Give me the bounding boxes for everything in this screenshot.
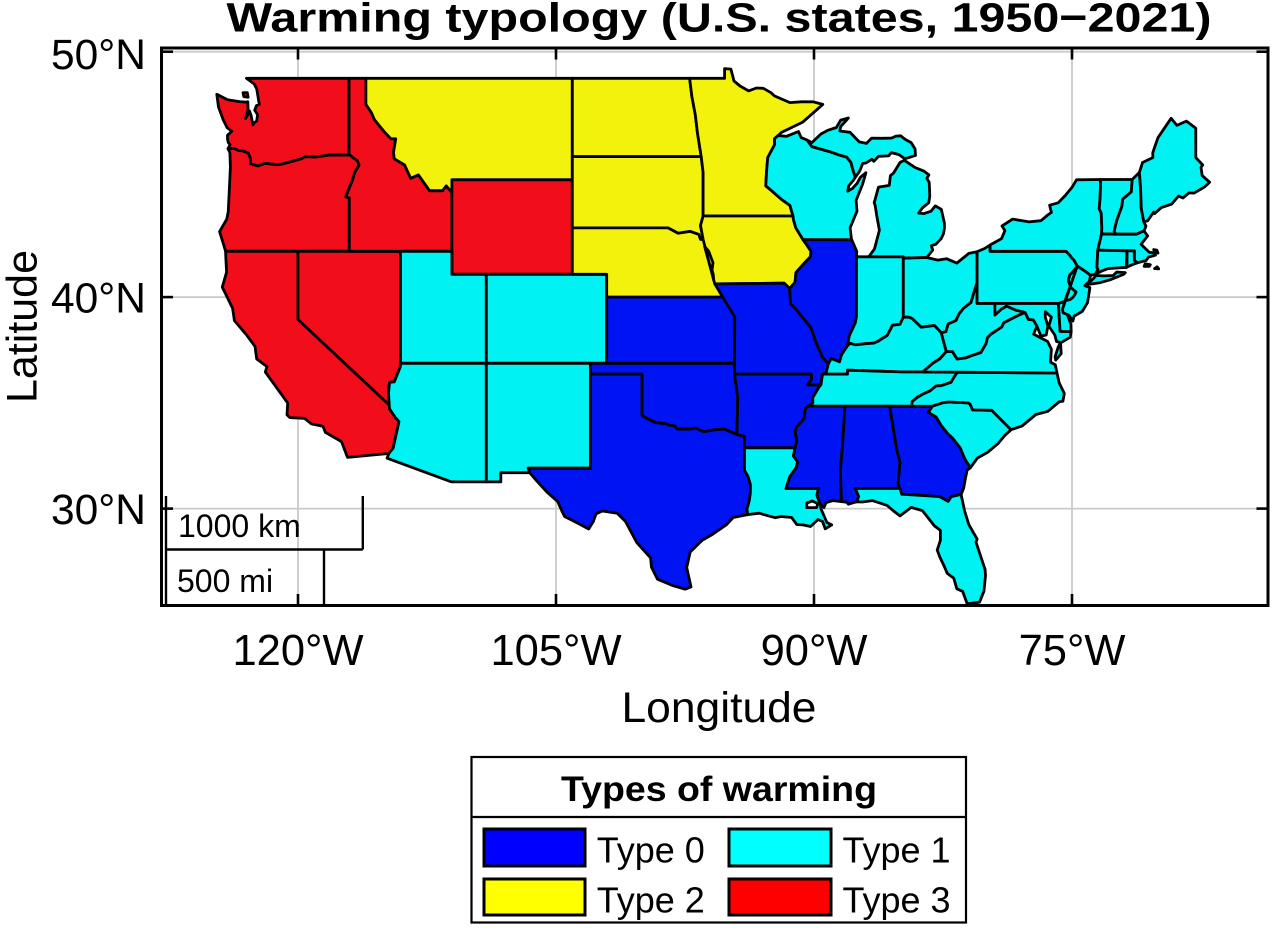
svg-text:40°N: 40°N (51, 276, 146, 323)
svg-text:120°W: 120°W (232, 627, 363, 675)
svg-text:1000 km: 1000 km (178, 508, 301, 544)
svg-text:Latitude: Latitude (0, 250, 47, 403)
svg-text:Type 3: Type 3 (843, 880, 951, 921)
svg-text:Type 1: Type 1 (843, 830, 951, 871)
svg-text:50°N: 50°N (51, 32, 146, 79)
svg-text:500 mi: 500 mi (177, 563, 273, 599)
svg-text:Types of warming: Types of warming (561, 770, 877, 809)
svg-text:75°W: 75°W (1019, 627, 1126, 675)
svg-text:Type 2: Type 2 (597, 880, 705, 921)
svg-text:105°W: 105°W (490, 627, 621, 675)
svg-text:Longitude: Longitude (622, 684, 817, 732)
svg-text:Warming typology (U.S. states,: Warming typology (U.S. states, 1950−2021… (227, 0, 1212, 41)
svg-text:90°W: 90°W (761, 627, 868, 675)
svg-text:Type 0: Type 0 (597, 830, 705, 871)
svg-text:30°N: 30°N (51, 487, 146, 534)
